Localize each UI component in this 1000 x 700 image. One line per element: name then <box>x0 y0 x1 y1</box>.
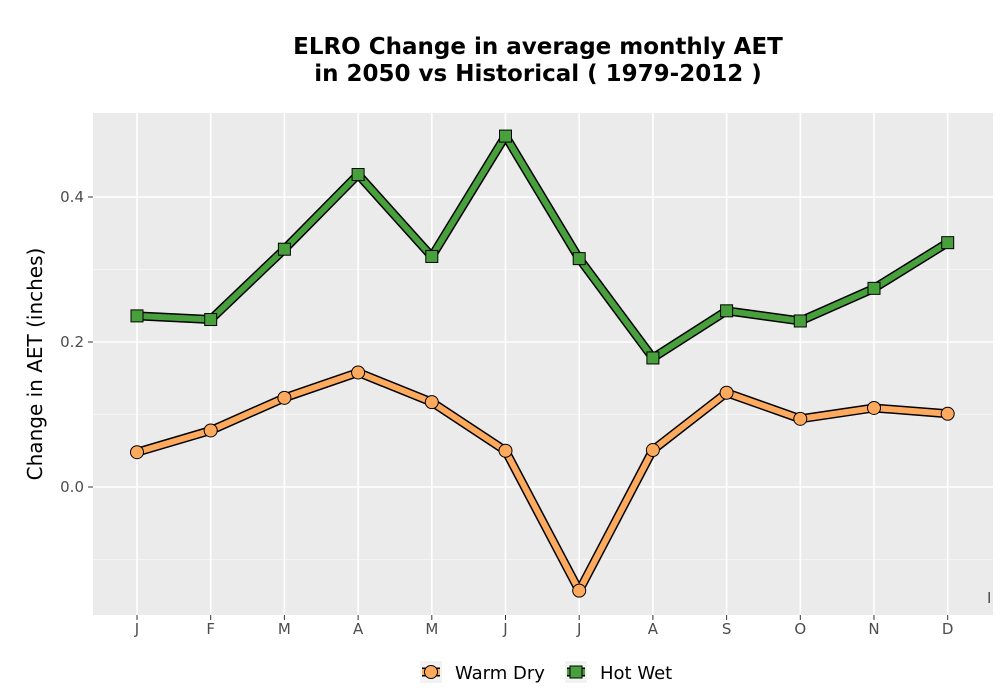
x-tick-label: A <box>353 620 364 638</box>
legend-label-hot-wet: Hot Wet <box>600 663 672 684</box>
legend: Warm Dry Hot Wet <box>420 661 672 684</box>
point-hot-wet <box>425 249 439 263</box>
legend-label-warm-dry: Warm Dry <box>455 663 545 684</box>
point-warm-dry <box>645 443 660 458</box>
point-hot-wet <box>941 236 955 250</box>
x-tick-label: F <box>206 620 215 638</box>
point-hot-wet <box>867 281 881 295</box>
plot-panel <box>93 113 993 615</box>
point-warm-dry <box>793 411 808 426</box>
point-warm-dry <box>719 385 734 400</box>
point-hot-wet <box>572 252 586 266</box>
x-tick-label: A <box>648 620 659 638</box>
chart-title-line2: in 2050 vs Historical ( 1979-2012 ) <box>314 61 761 87</box>
edge-mark: I <box>987 589 991 607</box>
point-warm-dry <box>277 390 292 405</box>
point-warm-dry <box>572 583 587 598</box>
x-tick-label: O <box>794 620 806 638</box>
x-tick-label: N <box>868 620 879 638</box>
data-series <box>130 129 955 598</box>
y-tick-label: 0.4 <box>60 188 84 206</box>
x-tick-label: D <box>942 620 954 638</box>
series-line-hot-wet <box>134 133 951 361</box>
point-warm-dry <box>203 423 218 438</box>
point-hot-wet <box>130 309 144 323</box>
series-line-warm-dry <box>134 369 951 594</box>
y-axis-label: Change in AET (inches) <box>23 248 47 481</box>
point-warm-dry <box>940 406 955 421</box>
point-hot-wet <box>204 313 218 327</box>
point-hot-wet <box>277 242 291 256</box>
x-tick-label: M <box>278 620 291 638</box>
point-warm-dry <box>351 365 366 380</box>
chart-title-line1: ELRO Change in average monthly AET <box>293 34 783 60</box>
x-tick-label: J <box>134 620 139 638</box>
point-warm-dry <box>867 400 881 415</box>
point-warm-dry <box>130 445 144 460</box>
y-tick-label: 0.2 <box>60 333 84 351</box>
point-hot-wet <box>720 304 734 318</box>
legend-key-marker-hot-wet <box>569 665 583 679</box>
x-tick-label: J <box>576 620 581 638</box>
point-hot-wet <box>793 314 807 328</box>
x-tick-label: J <box>502 620 507 638</box>
point-hot-wet <box>499 129 512 143</box>
axis-ticks: 0.0 0.2 0.4 J F M A M J J A S O N D <box>60 188 953 638</box>
point-warm-dry <box>424 395 439 410</box>
x-tick-label: S <box>722 620 732 638</box>
y-tick-label: 0.0 <box>60 478 84 496</box>
x-tick-label: M <box>425 620 438 638</box>
point-hot-wet <box>351 168 365 182</box>
point-warm-dry <box>498 443 513 458</box>
point-hot-wet <box>646 351 660 365</box>
legend-key-marker-warm-dry <box>424 665 438 679</box>
